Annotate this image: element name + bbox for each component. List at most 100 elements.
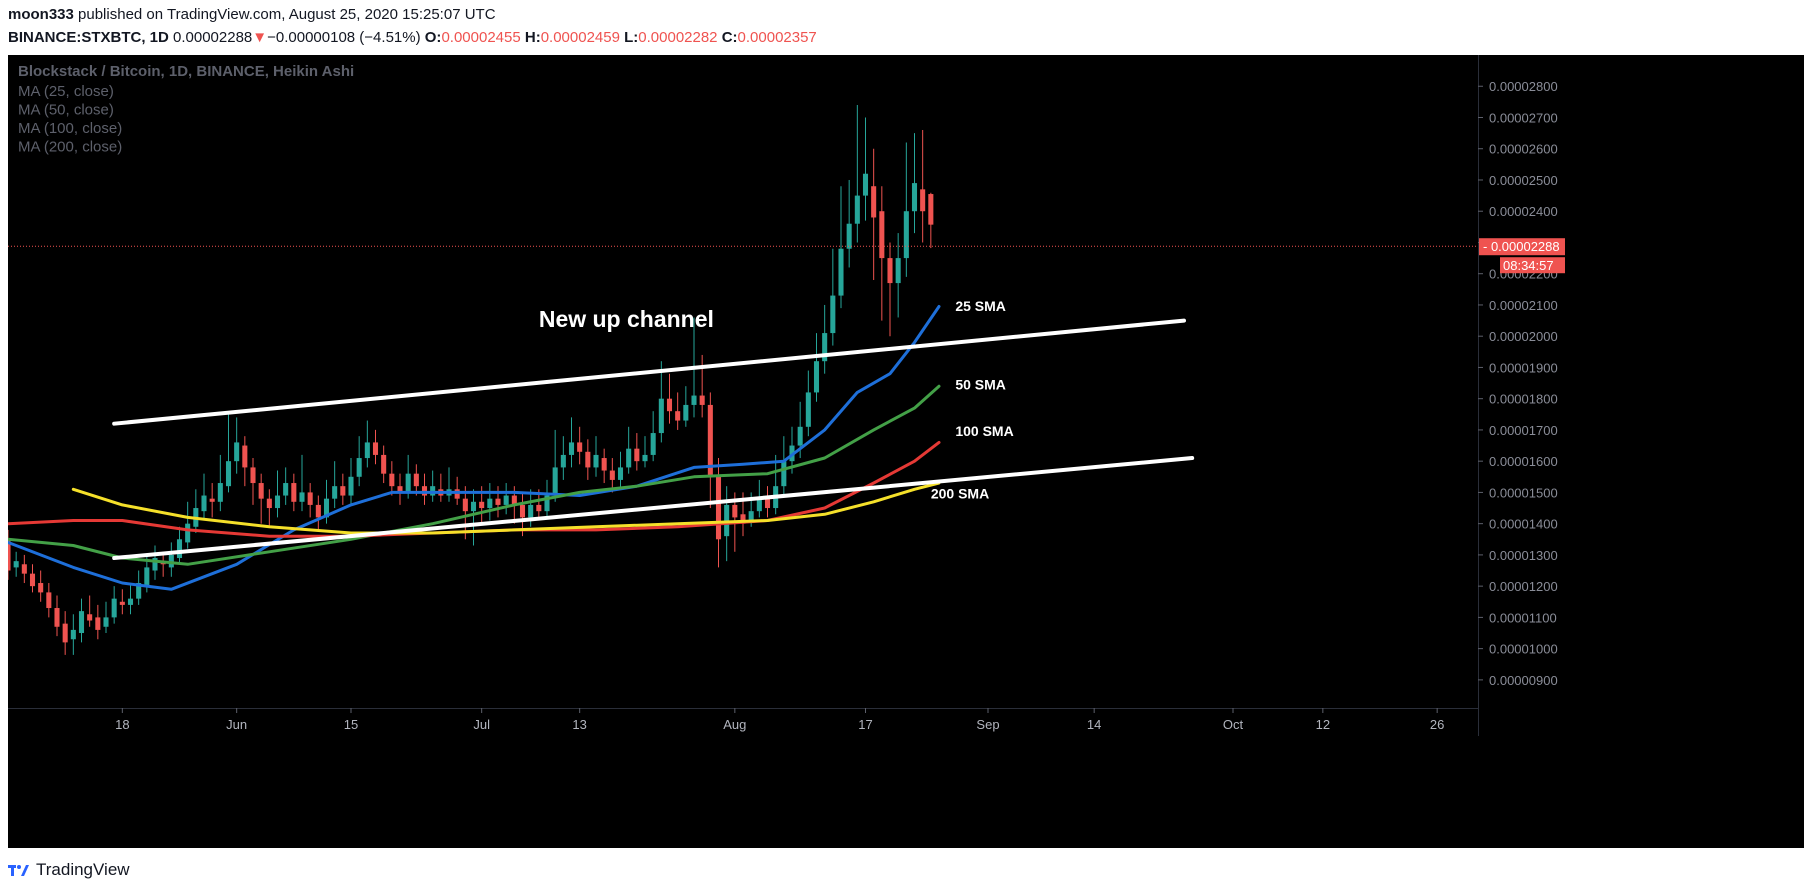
open-label: O: xyxy=(424,29,442,46)
x-tick-label: 14 xyxy=(1087,717,1101,732)
y-tick-label: 0.00001600 xyxy=(1489,454,1558,469)
last-price-tag xyxy=(1479,238,1565,256)
author[interactable]: moon333 xyxy=(8,6,74,23)
candle-down xyxy=(38,583,44,593)
candle-down xyxy=(675,411,681,421)
candle-down xyxy=(479,501,485,509)
candle-down xyxy=(511,495,517,505)
candle-down xyxy=(871,186,877,218)
candle-up xyxy=(756,498,762,512)
candle-up xyxy=(691,395,697,405)
candle-down xyxy=(585,451,591,468)
y-tick-label: 0.00001400 xyxy=(1489,517,1558,532)
candle-down xyxy=(887,258,893,284)
price-chart[interactable]: 0.00000900 0.00001000 0.00001100 0.00001200… xyxy=(8,55,1804,848)
y-tick-label: 0.00002000 xyxy=(1489,329,1558,344)
candle-up xyxy=(560,454,566,468)
low-label: L: xyxy=(624,29,639,46)
candle-down xyxy=(454,489,460,499)
candle-down xyxy=(29,573,36,587)
candle-down xyxy=(920,189,926,212)
brand-name: TradingView xyxy=(36,860,130,879)
candle-up xyxy=(487,498,493,509)
candle-up xyxy=(430,486,436,496)
y-tick-label: 0.00001000 xyxy=(1489,642,1558,657)
candle-up xyxy=(13,561,19,568)
publish-info: moon333 published on TradingView.com, Au… xyxy=(8,6,496,23)
y-tick-label: 0.00001500 xyxy=(1489,485,1558,500)
candle-up xyxy=(144,567,150,587)
symbol: BINANCE:STXBTC, 1D xyxy=(8,29,169,46)
candle-down xyxy=(95,617,101,630)
x-tick-label: 18 xyxy=(115,717,129,732)
candle-up xyxy=(626,448,632,468)
candle-down xyxy=(250,467,256,484)
candle-up xyxy=(658,398,664,434)
y-tick-label: 0.00001800 xyxy=(1489,392,1558,407)
candle-up xyxy=(356,458,362,477)
candle-up xyxy=(78,611,85,634)
y-tick-label: 0.00001900 xyxy=(1489,360,1558,375)
annotation-text: 25 SMA xyxy=(955,298,1006,314)
candle-up xyxy=(176,539,183,559)
x-tick-label: 26 xyxy=(1430,717,1444,732)
candle-down xyxy=(397,486,403,493)
candle-down xyxy=(21,564,27,574)
y-tick-label: 0.00000900 xyxy=(1489,673,1558,688)
candle-down xyxy=(54,608,60,627)
plot-layer xyxy=(8,104,1195,655)
candle-down xyxy=(307,492,313,505)
legend-entry: MA (200, close) xyxy=(18,139,122,156)
candle-down xyxy=(732,504,738,518)
countdown-tag xyxy=(1500,257,1565,274)
y-tick-label: 0.00002600 xyxy=(1489,142,1558,157)
candle-down xyxy=(928,194,934,225)
candle-down xyxy=(372,442,379,455)
candle-down xyxy=(601,458,607,471)
legend-entry: MA (25, close) xyxy=(18,83,114,100)
candle-down xyxy=(266,498,272,509)
x-tick-label: Jun xyxy=(226,717,247,732)
candle-up xyxy=(332,486,338,499)
last-price: 0.00002288 xyxy=(173,29,253,46)
y-tick-label: 0.00002100 xyxy=(1489,298,1558,313)
candle-up xyxy=(854,195,860,224)
candle-up xyxy=(617,467,624,480)
x-tick-label: 15 xyxy=(344,717,358,732)
footer-brand[interactable]: TradingView xyxy=(8,860,130,880)
candle-down xyxy=(740,514,746,524)
x-tick-label: 12 xyxy=(1316,717,1330,732)
candle-up xyxy=(405,473,411,493)
candle-down xyxy=(46,592,52,609)
candle-up xyxy=(283,483,289,496)
candle-down xyxy=(258,483,264,499)
candle-down xyxy=(413,473,419,487)
candle-up xyxy=(234,442,240,462)
candle-up xyxy=(299,492,305,502)
candle-down xyxy=(421,486,428,496)
candle-down xyxy=(8,539,11,571)
candle-down xyxy=(389,473,395,487)
close-label: C: xyxy=(721,29,738,46)
y-tick-label: 0.00002700 xyxy=(1489,110,1558,125)
annotation-text: New up channel xyxy=(539,306,714,332)
series-line xyxy=(8,305,941,591)
chart-area[interactable]: 0.00000900 0.00001000 0.00001100 0.00001200… xyxy=(8,55,1804,848)
candle-up xyxy=(552,467,558,496)
candle-up xyxy=(544,495,550,512)
series-line xyxy=(8,384,941,566)
candle-up xyxy=(470,501,477,512)
open-value: 0.00002455 xyxy=(441,29,521,46)
legend-entry: MA (50, close) xyxy=(18,102,114,119)
y-tick-label: 0.00002500 xyxy=(1489,173,1558,188)
candle-up xyxy=(748,511,754,521)
candle-up xyxy=(348,476,354,496)
candle-down xyxy=(87,614,93,621)
y-tick-label: 0.00001100 xyxy=(1489,610,1557,625)
countdown-label: 08:34:57 xyxy=(1503,258,1554,273)
y-tick-label: 0.00002800 xyxy=(1489,79,1558,94)
candle-up xyxy=(781,461,787,487)
tradingview-logo-icon xyxy=(8,865,29,876)
candle-down xyxy=(242,445,248,468)
candle-down xyxy=(381,454,387,474)
